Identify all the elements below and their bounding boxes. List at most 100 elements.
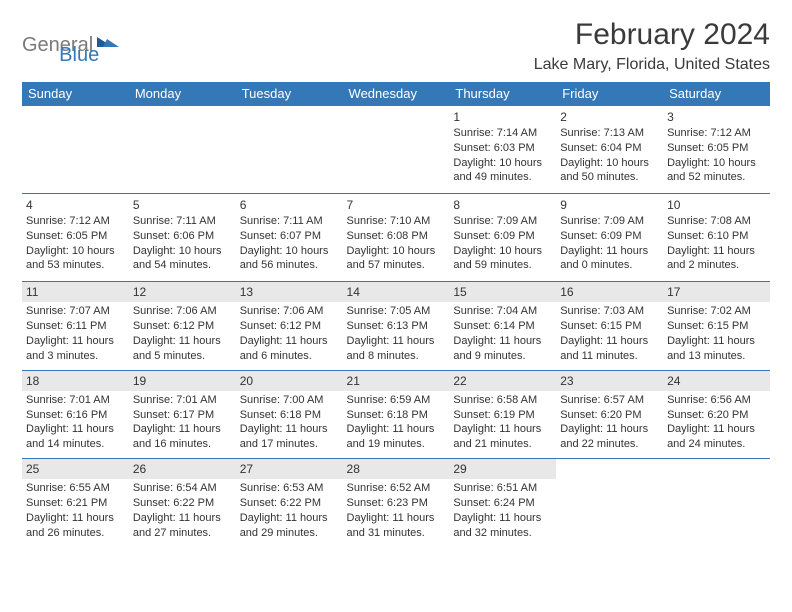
calendar-day-cell: 8 Sunrise: 7:09 AMSunset: 6:09 PMDaylight…: [449, 194, 556, 282]
sunrise-line: Sunrise: 7:07 AM: [26, 304, 125, 319]
calendar-day-cell: 28Sunrise: 6:52 AMSunset: 6:23 PMDayligh…: [343, 459, 450, 547]
day-number: 2: [560, 110, 567, 124]
sunrise-line: Sunrise: 7:00 AM: [240, 393, 339, 408]
daylight-line: Daylight: 11 hours and 0 minutes.: [560, 244, 659, 274]
sunset-line: Sunset: 6:16 PM: [26, 408, 125, 423]
sunrise-line: Sunrise: 7:09 AM: [560, 214, 659, 229]
daylight-line: Daylight: 11 hours and 19 minutes.: [347, 422, 446, 452]
calendar-day-cell: 25Sunrise: 6:55 AMSunset: 6:21 PMDayligh…: [22, 459, 129, 547]
day-header: Monday: [129, 82, 236, 106]
sunrise-line: Sunrise: 7:11 AM: [133, 214, 232, 229]
sunset-line: Sunset: 6:09 PM: [453, 229, 552, 244]
day-header: Thursday: [449, 82, 556, 106]
calendar-day-cell: 19Sunrise: 7:01 AMSunset: 6:17 PMDayligh…: [129, 370, 236, 459]
calendar-day-cell: 18Sunrise: 7:01 AMSunset: 6:16 PMDayligh…: [22, 370, 129, 459]
logo: General Blue: [22, 18, 99, 67]
day-number: 8: [453, 198, 460, 212]
sunrise-line: Sunrise: 6:53 AM: [240, 481, 339, 496]
page-title: February 2024: [534, 18, 770, 52]
calendar-day-cell: [663, 459, 770, 547]
daylight-line: Daylight: 10 hours and 52 minutes.: [667, 156, 766, 186]
calendar-day-cell: 5Sunrise: 7:11 AMSunset: 6:06 PMDaylight…: [129, 194, 236, 282]
sunset-line: Sunset: 6:12 PM: [133, 319, 232, 334]
sunrise-line: Sunrise: 6:56 AM: [667, 393, 766, 408]
calendar-day-cell: 17Sunrise: 7:02 AMSunset: 6:15 PMDayligh…: [663, 282, 770, 371]
day-number: 7: [347, 198, 354, 212]
sunset-line: Sunset: 6:15 PM: [667, 319, 766, 334]
sunrise-line: Sunrise: 7:10 AM: [347, 214, 446, 229]
day-number: 27: [236, 459, 343, 479]
day-number: 29: [449, 459, 556, 479]
calendar-week-row: 1Sunrise: 7:14 AMSunset: 6:03 PMDaylight…: [22, 106, 770, 194]
daylight-line: Daylight: 11 hours and 11 minutes.: [560, 334, 659, 364]
sunrise-line: Sunrise: 7:06 AM: [133, 304, 232, 319]
calendar-day-cell: 15Sunrise: 7:04 AMSunset: 6:14 PMDayligh…: [449, 282, 556, 371]
sunrise-line: Sunrise: 6:51 AM: [453, 481, 552, 496]
day-number: 22: [449, 371, 556, 391]
sunset-line: Sunset: 6:17 PM: [133, 408, 232, 423]
day-number: 24: [663, 371, 770, 391]
sunrise-line: Sunrise: 6:59 AM: [347, 393, 446, 408]
calendar-day-cell: 9Sunrise: 7:09 AMSunset: 6:09 PMDaylight…: [556, 194, 663, 282]
sunset-line: Sunset: 6:12 PM: [240, 319, 339, 334]
day-number: 28: [343, 459, 450, 479]
sunset-line: Sunset: 6:10 PM: [667, 229, 766, 244]
sunrise-line: Sunrise: 7:11 AM: [240, 214, 339, 229]
sunset-line: Sunset: 6:19 PM: [453, 408, 552, 423]
day-number: 26: [129, 459, 236, 479]
sunset-line: Sunset: 6:05 PM: [667, 141, 766, 156]
day-number: 3: [667, 110, 674, 124]
daylight-line: Daylight: 10 hours and 49 minutes.: [453, 156, 552, 186]
sunrise-line: Sunrise: 7:12 AM: [26, 214, 125, 229]
daylight-line: Daylight: 11 hours and 31 minutes.: [347, 511, 446, 541]
day-number: 10: [667, 198, 680, 212]
day-number: 21: [343, 371, 450, 391]
day-number: 20: [236, 371, 343, 391]
sunrise-line: Sunrise: 6:58 AM: [453, 393, 552, 408]
calendar-day-cell: 12Sunrise: 7:06 AMSunset: 6:12 PMDayligh…: [129, 282, 236, 371]
calendar-day-cell: 3Sunrise: 7:12 AMSunset: 6:05 PMDaylight…: [663, 106, 770, 194]
sunset-line: Sunset: 6:15 PM: [560, 319, 659, 334]
daylight-line: Daylight: 11 hours and 17 minutes.: [240, 422, 339, 452]
logo-text-blue: Blue: [59, 44, 99, 67]
sunrise-line: Sunrise: 7:01 AM: [26, 393, 125, 408]
calendar-body: 1Sunrise: 7:14 AMSunset: 6:03 PMDaylight…: [22, 106, 770, 547]
daylight-line: Daylight: 10 hours and 56 minutes.: [240, 244, 339, 274]
calendar-day-cell: [343, 106, 450, 194]
calendar-day-cell: 20Sunrise: 7:00 AMSunset: 6:18 PMDayligh…: [236, 370, 343, 459]
day-number: 1: [453, 110, 460, 124]
daylight-line: Daylight: 10 hours and 59 minutes.: [453, 244, 552, 274]
calendar-table: SundayMondayTuesdayWednesdayThursdayFrid…: [22, 82, 770, 547]
sunset-line: Sunset: 6:05 PM: [26, 229, 125, 244]
calendar-day-cell: 22 Sunrise: 6:58 AMSunset: 6:19 PMDayligh…: [449, 370, 556, 459]
daylight-line: Daylight: 11 hours and 24 minutes.: [667, 422, 766, 452]
location-text: Lake Mary, Florida, United States: [534, 56, 770, 74]
sunset-line: Sunset: 6:09 PM: [560, 229, 659, 244]
sunrise-line: Sunrise: 7:08 AM: [667, 214, 766, 229]
sunrise-line: Sunrise: 7:05 AM: [347, 304, 446, 319]
day-number: 13: [236, 282, 343, 302]
calendar-day-cell: 14Sunrise: 7:05 AMSunset: 6:13 PMDayligh…: [343, 282, 450, 371]
daylight-line: Daylight: 11 hours and 8 minutes.: [347, 334, 446, 364]
day-number: 12: [129, 282, 236, 302]
sunset-line: Sunset: 6:07 PM: [240, 229, 339, 244]
day-number: 14: [343, 282, 450, 302]
calendar-day-cell: 11Sunrise: 7:07 AMSunset: 6:11 PMDayligh…: [22, 282, 129, 371]
day-header: Saturday: [663, 82, 770, 106]
calendar-day-cell: 24 Sunrise: 6:56 AMSunset: 6:20 PMDayligh…: [663, 370, 770, 459]
sunset-line: Sunset: 6:22 PM: [240, 496, 339, 511]
day-number: 17: [663, 282, 770, 302]
sunrise-line: Sunrise: 7:09 AM: [453, 214, 552, 229]
calendar-week-row: 11Sunrise: 7:07 AMSunset: 6:11 PMDayligh…: [22, 282, 770, 371]
calendar-day-cell: [129, 106, 236, 194]
calendar-day-cell: 2Sunrise: 7:13 AMSunset: 6:04 PMDaylight…: [556, 106, 663, 194]
calendar-day-cell: 7Sunrise: 7:10 AMSunset: 6:08 PMDaylight…: [343, 194, 450, 282]
day-number: 11: [22, 282, 129, 302]
title-block: February 2024 Lake Mary, Florida, United…: [534, 18, 770, 74]
calendar-week-row: 25Sunrise: 6:55 AMSunset: 6:21 PMDayligh…: [22, 459, 770, 547]
day-header: Tuesday: [236, 82, 343, 106]
sunset-line: Sunset: 6:20 PM: [667, 408, 766, 423]
sunset-line: Sunset: 6:23 PM: [347, 496, 446, 511]
daylight-line: Daylight: 11 hours and 21 minutes.: [453, 422, 552, 452]
sunrise-line: Sunrise: 6:54 AM: [133, 481, 232, 496]
